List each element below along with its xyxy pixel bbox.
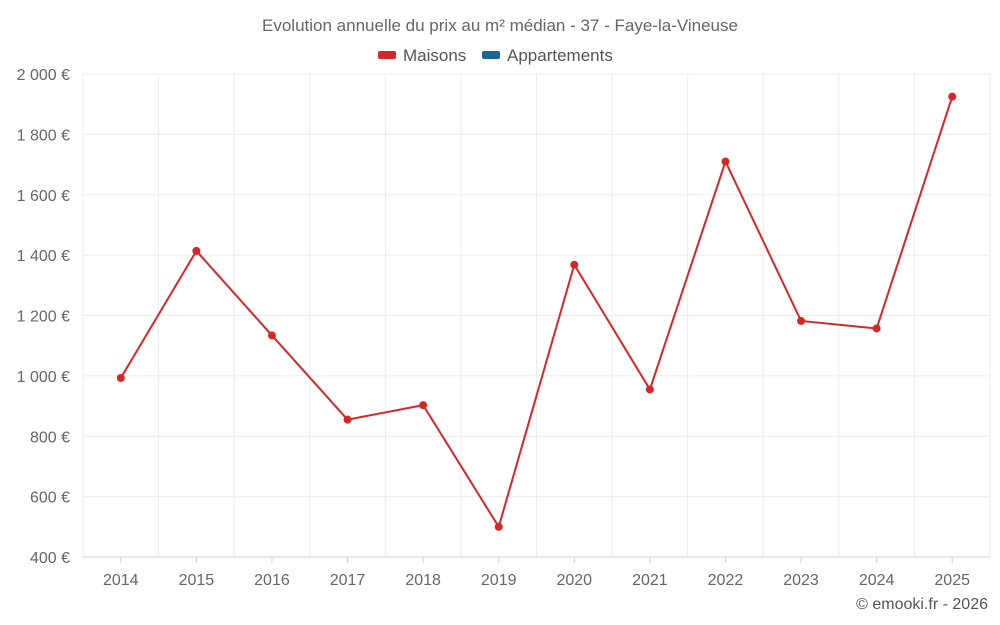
- legend-label-maisons[interactable]: Maisons: [403, 46, 466, 65]
- x-tick-label: 2017: [330, 572, 366, 589]
- y-tick-label: 1 000 €: [17, 369, 70, 386]
- y-tick-label: 2 000 €: [17, 67, 70, 84]
- data-point-maisons-2024[interactable]: [872, 324, 881, 333]
- x-tick-label: 2025: [934, 572, 970, 589]
- legend-label-appartements[interactable]: Appartements: [507, 46, 613, 65]
- data-point-maisons-2023[interactable]: [797, 316, 806, 325]
- y-tick-label: 600 €: [30, 490, 70, 507]
- x-tick-label: 2016: [254, 572, 290, 589]
- y-tick-label: 1 800 €: [17, 127, 70, 144]
- legend-item-appartements[interactable]: Appartements: [482, 46, 613, 65]
- y-tick-label: 400 €: [30, 550, 70, 567]
- data-point-maisons-2020[interactable]: [570, 260, 579, 269]
- y-tick-label: 1 400 €: [17, 248, 70, 265]
- legend-swatch-appartements: [482, 51, 500, 59]
- x-tick-label: 2015: [179, 572, 215, 589]
- series-line-maisons: [119, 96, 954, 528]
- data-point-maisons-2017[interactable]: [343, 415, 352, 424]
- data-point-maisons-2019[interactable]: [494, 522, 503, 531]
- x-tick-label: 2023: [783, 572, 819, 589]
- y-tick-label: 1 600 €: [17, 188, 70, 205]
- data-point-maisons-2018[interactable]: [419, 401, 428, 410]
- legend-swatch-maisons: [378, 51, 396, 59]
- data-point-maisons-2022[interactable]: [721, 157, 730, 166]
- x-tick-label: 2020: [556, 572, 592, 589]
- x-tick-label: 2024: [859, 572, 895, 589]
- x-tick-label: 2021: [632, 572, 668, 589]
- legend-item-maisons[interactable]: Maisons: [378, 46, 466, 65]
- data-point-maisons-2016[interactable]: [267, 331, 276, 340]
- y-tick-label: 800 €: [30, 429, 70, 446]
- x-axis-ticks: 2014 2015 2016 2017 2018 2019 2020 2021 2022 2023…: [103, 557, 970, 589]
- y-axis-ticks: 400 € 600 € 800 € 1 000 € 1 200 € 1 400 € 1 60…: [17, 67, 70, 567]
- x-tick-label: 2019: [481, 572, 517, 589]
- x-tick-label: 2022: [708, 572, 744, 589]
- x-tick-label: 2018: [405, 572, 441, 589]
- chart-title: Evolution annuelle du prix au m² médian …: [262, 16, 738, 35]
- data-point-maisons-2015[interactable]: [192, 246, 201, 255]
- data-point-maisons-2021[interactable]: [645, 385, 654, 394]
- data-point-maisons-2014[interactable]: [116, 373, 125, 382]
- series-maisons: [116, 92, 957, 531]
- credit-text: © emooki.fr - 2026: [856, 596, 988, 613]
- x-gridlines: [82, 74, 991, 557]
- x-tick-label: 2014: [103, 572, 139, 589]
- y-tick-label: 1 200 €: [17, 309, 70, 326]
- data-point-maisons-2025[interactable]: [948, 92, 957, 101]
- legend[interactable]: Maisons Appartements: [378, 46, 613, 65]
